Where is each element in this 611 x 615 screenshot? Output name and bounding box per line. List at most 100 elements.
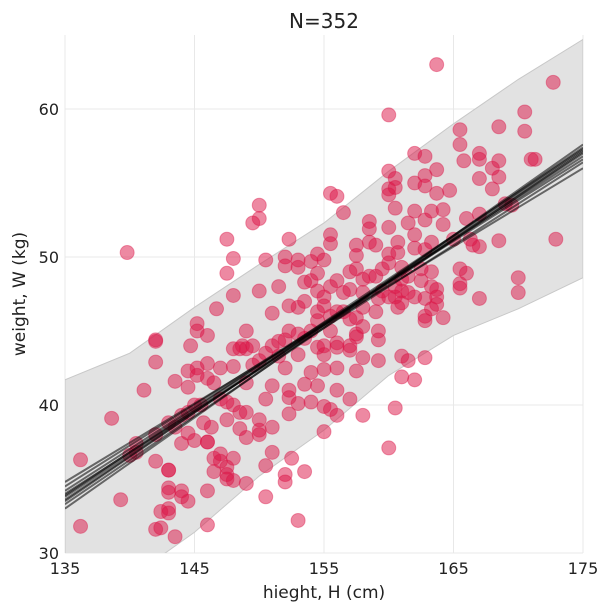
data-point: [180, 379, 196, 395]
data-point: [167, 373, 183, 389]
data-point: [199, 434, 215, 450]
data-point: [471, 239, 487, 255]
data-point: [390, 245, 406, 261]
data-point: [73, 452, 89, 468]
data-point: [417, 148, 433, 164]
data-point: [290, 259, 306, 275]
y-tick-label: 60: [39, 100, 59, 119]
data-point: [471, 290, 487, 306]
data-point: [329, 273, 345, 289]
data-point: [290, 347, 306, 363]
data-point: [225, 359, 241, 375]
data-point: [348, 248, 364, 264]
data-point: [435, 216, 451, 232]
data-point: [435, 310, 451, 326]
data-point: [407, 372, 423, 388]
data-point: [225, 250, 241, 266]
data-point: [277, 360, 293, 376]
data-point: [429, 296, 445, 312]
data-point: [381, 219, 397, 235]
data-point: [310, 378, 326, 394]
data-point: [400, 353, 416, 369]
data-point: [387, 179, 403, 195]
data-point: [161, 484, 177, 500]
x-tick-label: 135: [50, 559, 81, 578]
data-point: [258, 391, 274, 407]
data-point: [423, 264, 439, 280]
data-point: [329, 188, 345, 204]
data-point: [417, 313, 433, 329]
data-point: [407, 227, 423, 243]
data-point: [264, 378, 280, 394]
data-point: [281, 231, 297, 247]
data-point: [484, 181, 500, 197]
data-point: [429, 185, 445, 201]
data-point: [238, 323, 254, 339]
data-point: [199, 327, 215, 343]
data-point: [219, 265, 235, 281]
x-tick-labels: 135 145 155 165 175: [50, 559, 599, 578]
data-point: [381, 440, 397, 456]
data-point: [458, 265, 474, 281]
data-point: [417, 178, 433, 194]
data-point: [251, 211, 267, 227]
data-point: [361, 221, 377, 237]
data-point: [180, 493, 196, 509]
data-point: [517, 104, 533, 120]
data-point: [400, 215, 416, 231]
data-point: [148, 332, 164, 348]
data-point: [251, 427, 267, 443]
data-point: [417, 350, 433, 366]
data-point: [284, 450, 300, 466]
data-point: [161, 505, 177, 521]
x-tick-label: 165: [438, 559, 469, 578]
data-point: [264, 419, 280, 435]
data-point: [183, 338, 199, 354]
data-point: [277, 474, 293, 490]
data-point: [113, 492, 129, 508]
data-point: [329, 382, 345, 398]
data-point: [452, 122, 468, 138]
data-point: [348, 261, 364, 277]
regression-line: [65, 149, 583, 501]
data-point: [329, 360, 345, 376]
data-point: [329, 407, 345, 423]
data-point: [264, 444, 280, 460]
data-point: [258, 458, 274, 474]
data-point: [370, 353, 386, 369]
data-point: [342, 282, 358, 298]
data-point: [381, 255, 397, 271]
data-point: [491, 153, 507, 169]
data-point: [119, 245, 135, 261]
data-point: [297, 464, 313, 480]
data-point: [527, 151, 543, 167]
data-point: [435, 202, 451, 218]
data-point: [429, 162, 445, 178]
data-point: [316, 298, 332, 314]
y-tick-label: 50: [39, 248, 59, 267]
data-point: [548, 231, 564, 247]
data-point: [187, 433, 202, 449]
data-point: [206, 375, 222, 391]
data-point: [387, 200, 403, 216]
chart-title: N=352: [289, 9, 359, 33]
data-point: [442, 182, 458, 198]
data-point: [471, 151, 487, 167]
data-point: [251, 283, 267, 299]
data-point: [348, 329, 364, 345]
data-point: [199, 483, 215, 499]
data-point: [290, 512, 306, 528]
data-point: [456, 153, 472, 169]
data-point: [316, 252, 332, 268]
data-point: [510, 270, 526, 286]
data-point: [161, 462, 177, 478]
x-axis-label: hieght, H (cm): [263, 583, 385, 603]
data-point: [251, 197, 267, 213]
data-point: [429, 57, 445, 73]
data-point: [297, 293, 313, 309]
data-point: [342, 391, 358, 407]
x-tick-label: 155: [309, 559, 340, 578]
data-point: [281, 406, 297, 422]
y-tick-labels: 30 40 50 60: [39, 100, 59, 563]
